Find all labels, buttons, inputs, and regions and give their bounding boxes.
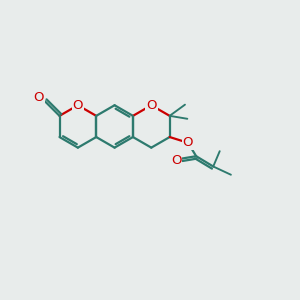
Text: O: O [34,91,44,104]
Text: O: O [171,154,181,166]
Text: O: O [146,99,157,112]
Text: O: O [73,99,83,112]
Text: O: O [183,136,193,149]
